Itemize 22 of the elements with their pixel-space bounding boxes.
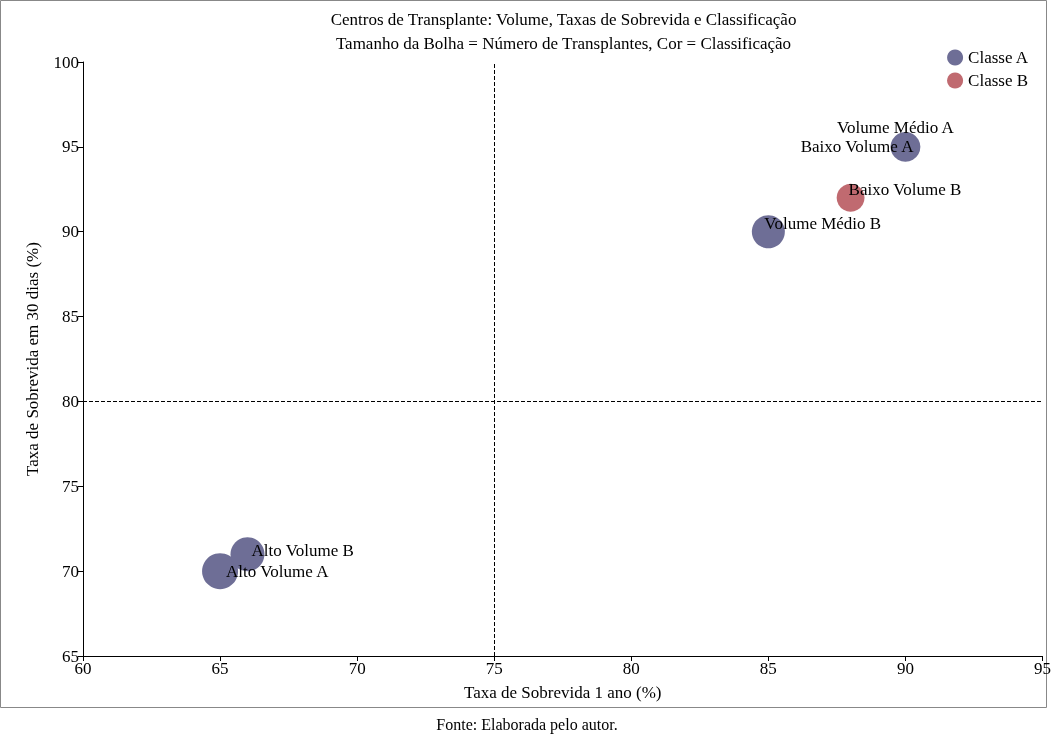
- x-tick-label: 75: [485, 659, 503, 678]
- x-tick-label: 65: [211, 659, 229, 678]
- x-tick-label: 95: [1034, 659, 1051, 678]
- x-tick-label: 70: [348, 659, 366, 678]
- y-tick-label: 95: [62, 137, 79, 157]
- y-tick-label: 90: [62, 222, 79, 242]
- y-tick-label: 85: [62, 307, 79, 327]
- legend-label: Classe B: [968, 71, 1029, 90]
- x-axis-title: Taxa de Sobrevida 1 ano (%): [463, 683, 662, 702]
- y-tick-label: 75: [62, 476, 79, 496]
- legend-label: Classe A: [968, 48, 1029, 67]
- y-tick-label: 80: [62, 391, 79, 411]
- annotation: Volume Médio A: [837, 118, 955, 138]
- source-note: Fonte: Elaborada pelo autor.: [436, 715, 618, 734]
- chart-subtitle: Tamanho da Bolha = Número de Transplantes, Cor = Classificação: [335, 34, 792, 53]
- x-tick-label: 80: [622, 659, 640, 678]
- x-tick-label: 85: [759, 659, 777, 678]
- y-tick-label: 70: [62, 561, 79, 581]
- chart-title: Centros de Transplante: Volume, Taxas de Sobrevida e Classificação: [330, 10, 797, 29]
- y-axis-title: Taxa de Sobrevida em 30 dias (%): [23, 242, 42, 476]
- y-tick-label: 100: [53, 52, 79, 72]
- x-tick-label: 90: [896, 659, 914, 678]
